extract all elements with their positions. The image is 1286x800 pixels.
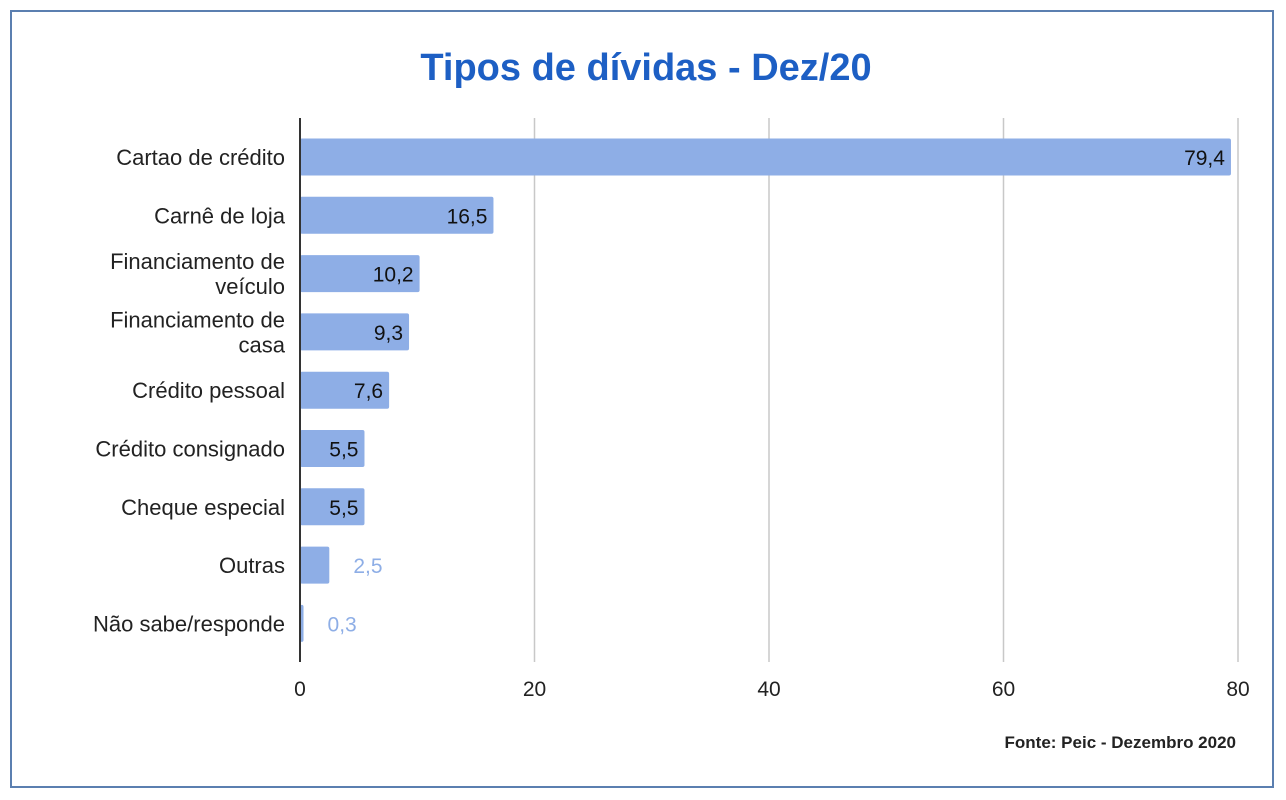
data-label-4: 7,6 — [354, 380, 383, 403]
x-tick-label-80: 80 — [1226, 678, 1249, 701]
data-label-5: 5,5 — [329, 439, 358, 462]
data-label-8: 0,3 — [328, 613, 357, 636]
x-tick-label-20: 20 — [523, 678, 546, 701]
tick-labels: 0 20 40 60 80 — [294, 678, 1250, 701]
bar-4 — [300, 371, 390, 409]
bars: 79,4 16,5 10,2 9,3 7,6 5,5 5,5 2,5 0,3 — [300, 138, 1231, 642]
category-label-4: Crédito pessoal — [132, 378, 285, 403]
category-label-0: Cartao de crédito — [116, 145, 285, 170]
gridlines — [533, 118, 1239, 662]
bar-6 — [300, 488, 365, 526]
data-label-1: 16,5 — [447, 205, 488, 228]
category-labels: Cartao de crédito Carnê de loja Financiame… — [93, 145, 286, 636]
x-tick-label-40: 40 — [757, 678, 780, 701]
bar-5 — [300, 430, 365, 467]
category-label-2: Financiamento de veículo — [110, 249, 285, 299]
category-label-7: Outras — [219, 553, 285, 578]
x-tick-label-60: 60 — [992, 678, 1015, 701]
category-label-6: Cheque especial — [121, 495, 285, 520]
data-label-7: 2,5 — [353, 555, 382, 578]
data-label-6: 5,5 — [329, 497, 358, 520]
data-label-3: 9,3 — [374, 322, 403, 345]
chart-title: Tipos de dívidas - Dez/20 — [420, 47, 871, 89]
source-note: Fonte: Peic - Dezembro 2020 — [1005, 733, 1236, 752]
category-label-8: Não sabe/responde — [93, 611, 285, 636]
x-tick-label-0: 0 — [294, 678, 306, 701]
data-label-2: 10,2 — [373, 264, 414, 287]
category-label-5: Crédito consignado — [95, 437, 285, 462]
bar-1 — [300, 196, 494, 234]
bar-2 — [300, 255, 420, 293]
bar-0 — [300, 138, 1231, 176]
category-label-3: Financiamento de casa — [110, 307, 286, 357]
bar-7 — [300, 546, 330, 584]
category-label-1: Carnê de loja — [154, 203, 286, 228]
bar-3 — [300, 313, 410, 351]
data-label-0: 79,4 — [1184, 147, 1225, 170]
